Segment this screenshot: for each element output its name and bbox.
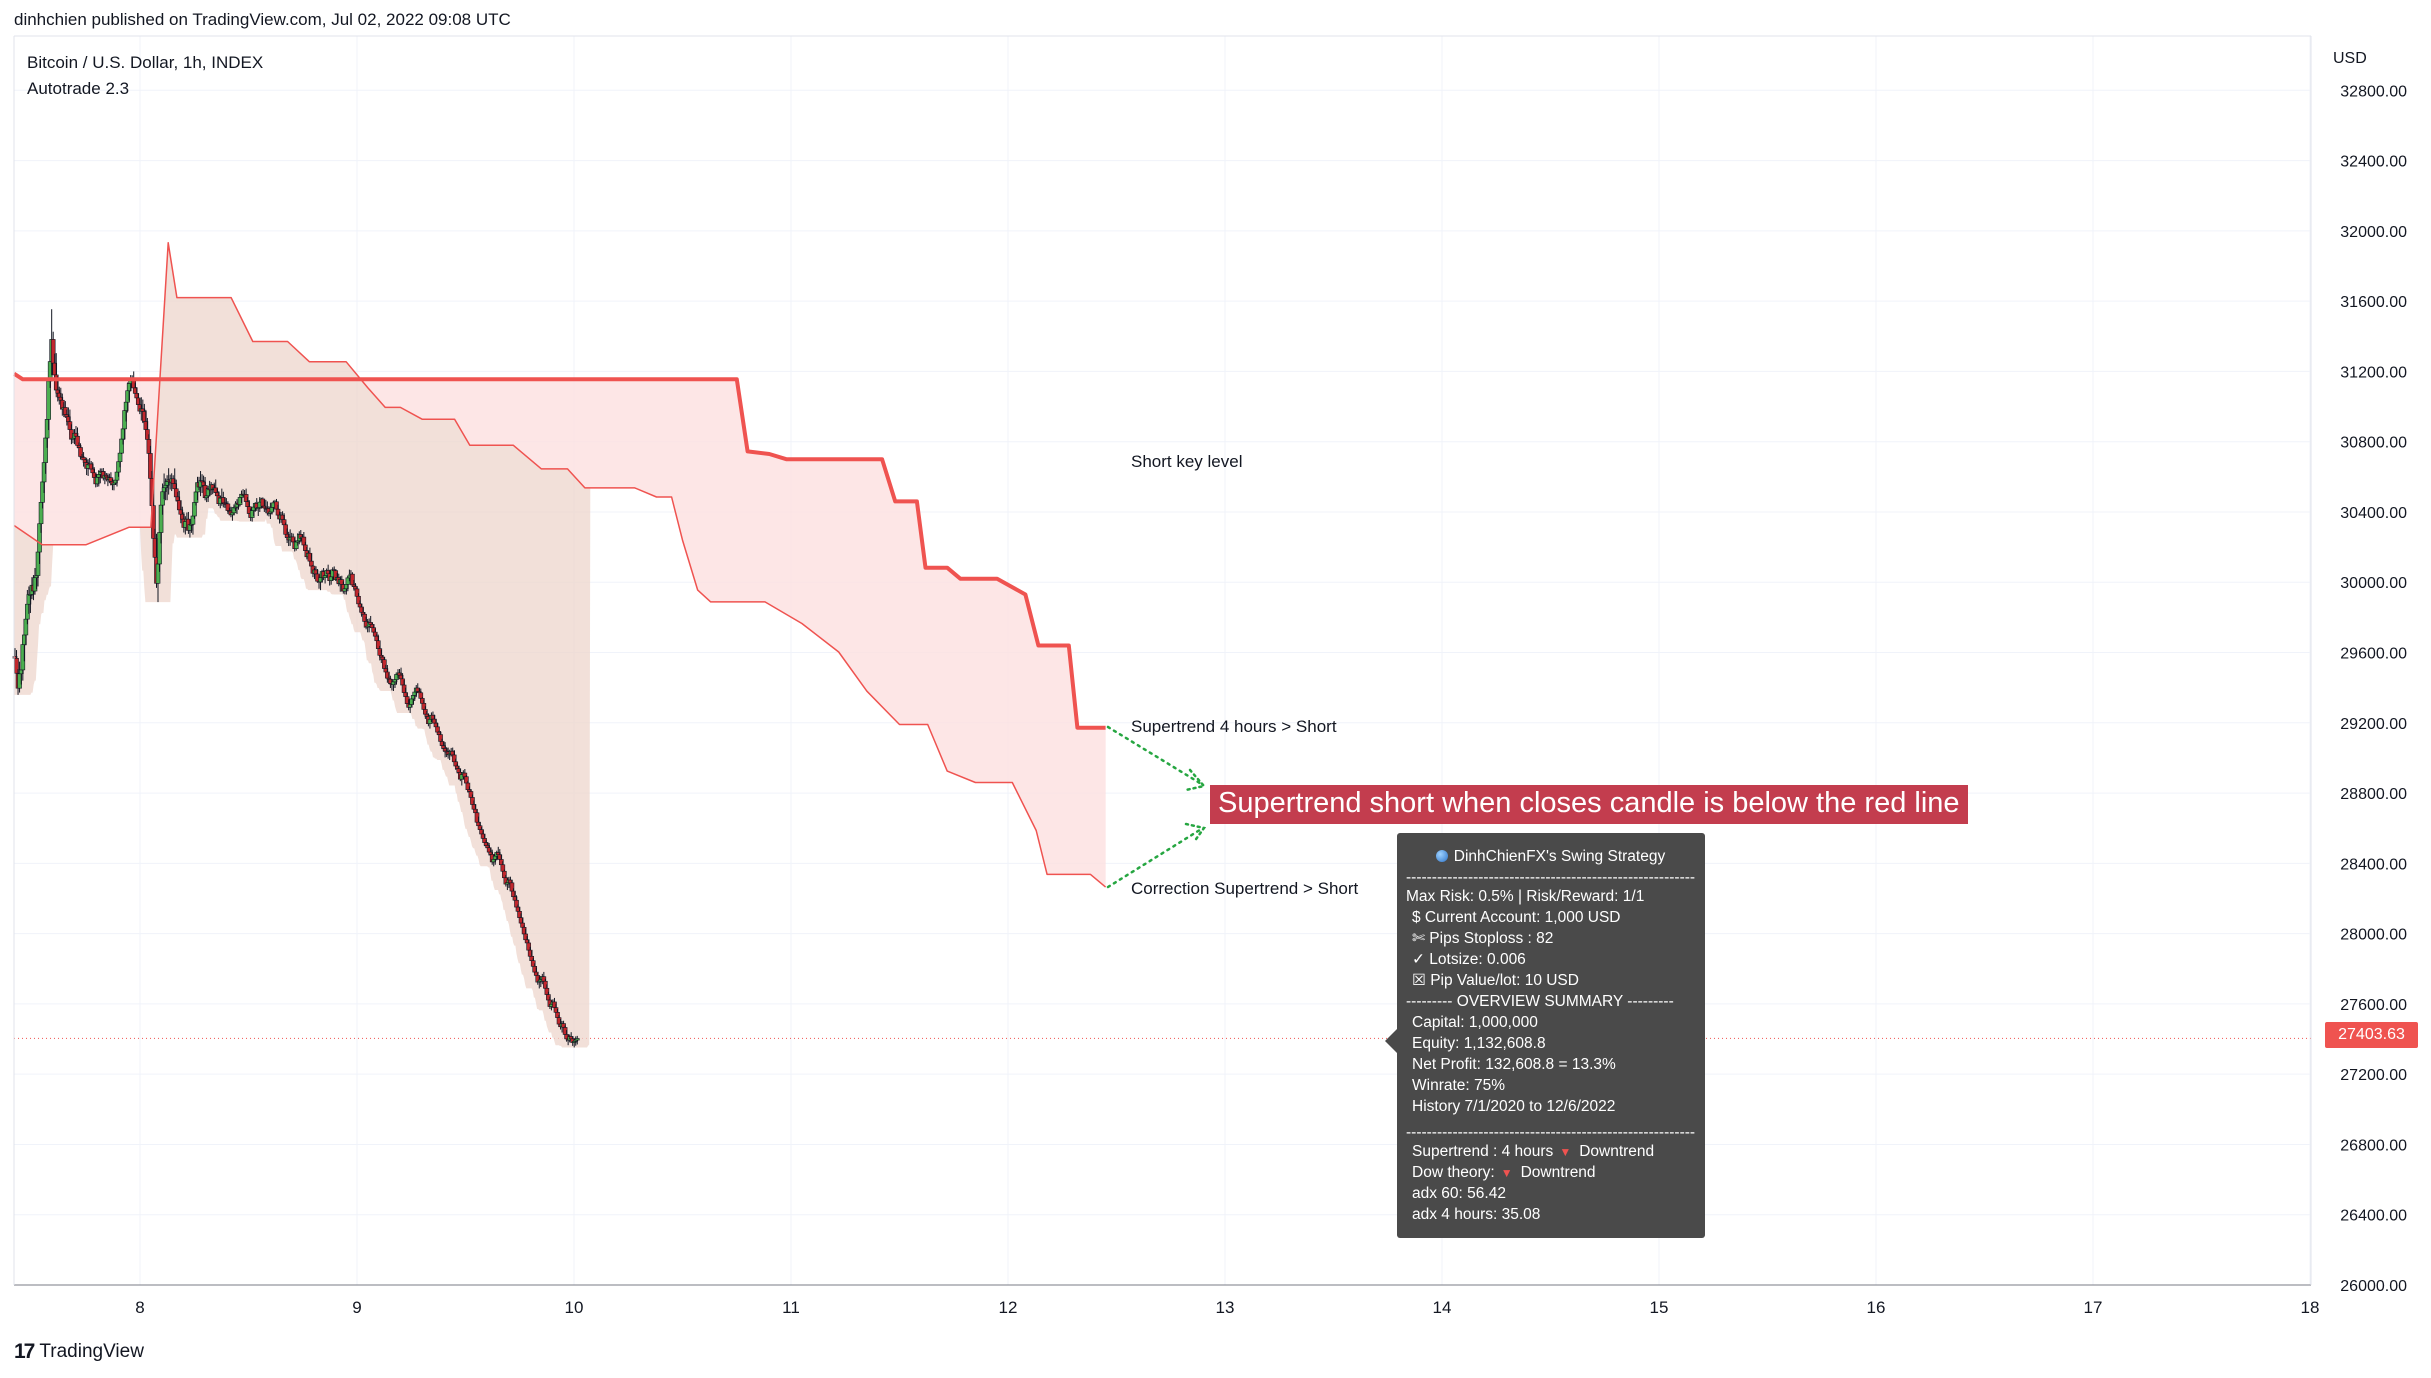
supertrend-band-fill (14, 373, 1106, 888)
last-price-tag: 27403.63 (2325, 1022, 2418, 1048)
y-tick-label: 30400.00 (2340, 505, 2407, 522)
y-tick-label: 32800.00 (2340, 83, 2407, 100)
candlesticks (12, 309, 580, 1048)
pip-value: ☒ Pip Value/lot: 10 USD (1412, 972, 1579, 989)
y-tick-label: 28000.00 (2340, 927, 2407, 944)
net-profit: Net Profit: 132,608.8 = 13.3% (1412, 1056, 1616, 1073)
x-tick-label: 18 (2301, 1298, 2320, 1317)
correction-supertrend-label: Correction Supertrend > Short (1131, 879, 1359, 898)
short-key-level-label: Short key level (1131, 452, 1243, 471)
indicator-legend[interactable]: Autotrade 2.3 (27, 79, 130, 98)
supertrend-status: Supertrend : 4 hours ▼ Downtrend (1412, 1143, 1655, 1160)
y-tick-label: 26000.00 (2340, 1278, 2407, 1295)
x-tick-label: 17 (2084, 1298, 2103, 1317)
history: History 7/1/2020 to 12/6/2022 (1412, 1098, 1616, 1115)
lotsize: ✓ Lotsize: 0.006 (1412, 951, 1526, 968)
arrow-supertrend (1106, 725, 1205, 787)
x-tick-label: 8 (135, 1298, 144, 1317)
y-tick-label: 28400.00 (2340, 856, 2407, 873)
y-tick-label: 27600.00 (2340, 997, 2407, 1014)
chart-axes: 26000.00 26400.00 26800.00 27200.00 27600.00… (13, 35, 2407, 1317)
y-tick-label: 31200.00 (2340, 364, 2407, 381)
y-tick-label: 32400.00 (2340, 154, 2407, 171)
y-tick-label: 32000.00 (2340, 224, 2407, 241)
down-triangle-icon: ▼ (1500, 1166, 1513, 1180)
globe-icon (1435, 850, 1448, 862)
correction-band-fill (14, 242, 1106, 1048)
x-tick-label: 15 (1650, 1298, 1669, 1317)
candle-body (574, 1038, 580, 1041)
x-tick-label: 14 (1433, 1298, 1452, 1317)
annotation-arrows (1106, 725, 1207, 889)
supertrend-4h-label: Supertrend 4 hours > Short (1131, 717, 1337, 736)
x-tick-label: 11 (782, 1298, 800, 1317)
tradingview-logo-icon: 17 (14, 1340, 35, 1363)
currency-label: USD (2333, 50, 2367, 67)
summary-separator: ----------------------------------------… (1406, 870, 1695, 886)
y-tick-label: 26800.00 (2340, 1137, 2407, 1154)
brand-name: TradingView (39, 1341, 144, 1362)
indicator-lines (13, 242, 1107, 888)
equity: Equity: 1,132,608.8 (1412, 1035, 1546, 1052)
callout-banner: Supertrend short when closes candle is b… (1210, 785, 1968, 824)
chart-fills (14, 242, 1106, 1048)
y-tick-label: 31600.00 (2340, 294, 2407, 311)
candle-body (117, 452, 123, 463)
overview-header: --------- OVERVIEW SUMMARY --------- (1406, 993, 1674, 1010)
y-tick-label: 29600.00 (2340, 646, 2407, 663)
publish-info: dinhchien published on TradingView.com, … (14, 10, 511, 29)
chart-grid (14, 36, 2311, 1286)
y-tick-label: 26400.00 (2340, 1208, 2407, 1225)
summary-separator-2: ----------------------------------------… (1406, 1125, 1695, 1141)
x-tick-label: 10 (565, 1298, 584, 1317)
summary-title: DinhChienFX's Swing Strategy (1406, 844, 1695, 870)
pips-stoploss: ✄ Pips Stoploss : 82 (1412, 930, 1554, 947)
strategy-summary-panel: DinhChienFX's Swing Strategy -----------… (1397, 833, 1705, 1238)
x-tick-label: 12 (999, 1298, 1018, 1317)
arrow-correction (1106, 826, 1205, 889)
max-risk: Max Risk: 0.5% | Risk/Reward: 1/1 (1406, 888, 1645, 905)
arrow-head (1184, 768, 1207, 792)
correction-supertrend-line (13, 242, 1107, 888)
supertrend-4h-line (13, 372, 1106, 730)
adx-4h: adx 4 hours: 35.08 (1412, 1206, 1541, 1223)
y-tick-label: 27200.00 (2340, 1067, 2407, 1084)
x-tick-label: 13 (1216, 1298, 1235, 1317)
arrow-head (1184, 822, 1207, 844)
tradingview-brand[interactable]: 17 TradingView (14, 1340, 144, 1364)
y-tick-label: 29200.00 (2340, 716, 2407, 733)
x-tick-label: 16 (1867, 1298, 1886, 1317)
dow-theory-status: Dow theory: ▼ Downtrend (1412, 1164, 1596, 1181)
current-account: $ Current Account: 1,000 USD (1412, 909, 1621, 926)
y-tick-label: 30800.00 (2340, 435, 2407, 452)
x-tick-label: 9 (352, 1298, 361, 1317)
down-triangle-icon: ▼ (1559, 1145, 1572, 1159)
summary-pointer (1385, 1028, 1398, 1054)
adx-60: adx 60: 56.42 (1412, 1185, 1506, 1202)
y-tick-label: 28800.00 (2340, 786, 2407, 803)
winrate: Winrate: 75% (1412, 1077, 1506, 1094)
capital: Capital: 1,000,000 (1412, 1014, 1538, 1031)
symbol-legend[interactable]: Bitcoin / U.S. Dollar, 1h, INDEX (27, 53, 264, 72)
y-tick-label: 30000.00 (2340, 575, 2407, 592)
